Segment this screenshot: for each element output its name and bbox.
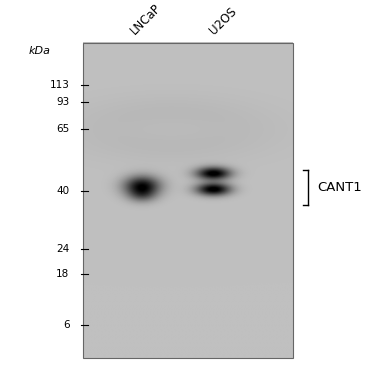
Text: LNCaP: LNCaP xyxy=(128,2,164,38)
Text: 40: 40 xyxy=(56,186,69,196)
Text: U2OS: U2OS xyxy=(206,5,239,38)
Text: 24: 24 xyxy=(56,244,69,254)
Bar xyxy=(82,42,292,358)
Text: 6: 6 xyxy=(63,320,69,330)
Text: 65: 65 xyxy=(56,124,69,134)
Text: 93: 93 xyxy=(56,98,69,107)
Text: 18: 18 xyxy=(56,269,69,279)
Text: kDa: kDa xyxy=(28,46,50,56)
Text: 113: 113 xyxy=(50,80,69,90)
Text: CANT1: CANT1 xyxy=(317,181,362,194)
